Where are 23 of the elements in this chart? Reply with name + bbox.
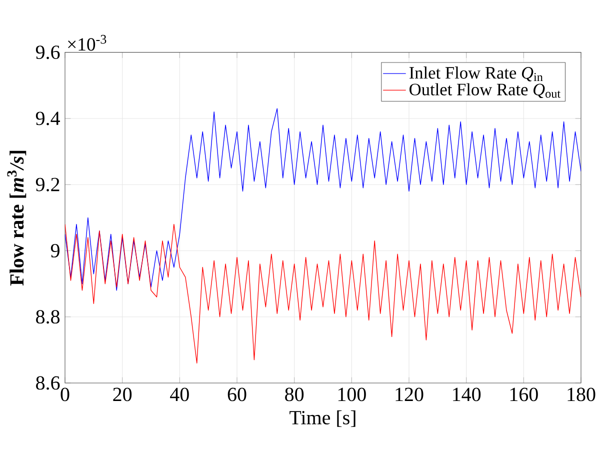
x-tick-label: 60	[228, 388, 246, 402]
x-tick-label: 40	[170, 388, 189, 402]
x-tick-label: 160	[510, 388, 538, 402]
legend-label: Outlet Flow Rate Q$_{out}$	[410, 83, 561, 98]
x-tick-label: 80	[285, 388, 304, 402]
y-tick-label: 8.8	[36, 310, 60, 324]
x-tick-label: 120	[396, 388, 424, 402]
y-axis-title: Flow rate [m$^{3}$/s]	[7, 150, 26, 286]
x-tick-label: 0	[60, 388, 70, 402]
x-tick-label: 180	[568, 388, 596, 402]
x-tick-label: 140	[453, 388, 481, 402]
x-axis-title: Time [s]	[290, 410, 356, 427]
y-tick-label: 9.4	[36, 112, 60, 126]
text: ×10$^{-3}$	[68, 34, 106, 51]
y-tick-label: 9	[50, 244, 60, 258]
x-tick-label: 100	[338, 388, 366, 402]
y-tick-label: 8.6	[36, 376, 60, 390]
line-series	[65, 224, 581, 364]
legend-label: Inlet Flow Rate Q$_{in}$	[409, 66, 543, 82]
line-series	[65, 108, 581, 291]
x-tick-label: 20	[113, 388, 132, 402]
y-tick-label: 9.6	[36, 46, 60, 60]
y-tick-label: 9.2	[36, 178, 60, 192]
